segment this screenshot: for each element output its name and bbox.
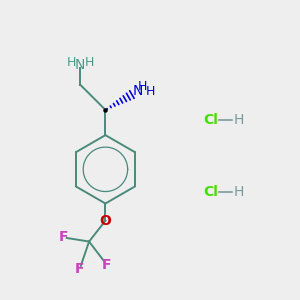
Text: H: H <box>138 80 147 94</box>
Text: O: O <box>100 214 111 228</box>
Text: H: H <box>234 113 244 127</box>
Text: H: H <box>67 56 76 69</box>
Text: Cl: Cl <box>203 184 218 199</box>
Text: N: N <box>132 84 143 98</box>
Text: Cl: Cl <box>203 113 218 127</box>
Text: H: H <box>234 184 244 199</box>
Text: F: F <box>75 262 85 276</box>
Text: N: N <box>75 58 85 72</box>
Text: H: H <box>146 85 156 98</box>
Text: H: H <box>84 56 94 69</box>
Text: F: F <box>59 230 69 244</box>
Text: F: F <box>102 258 112 272</box>
